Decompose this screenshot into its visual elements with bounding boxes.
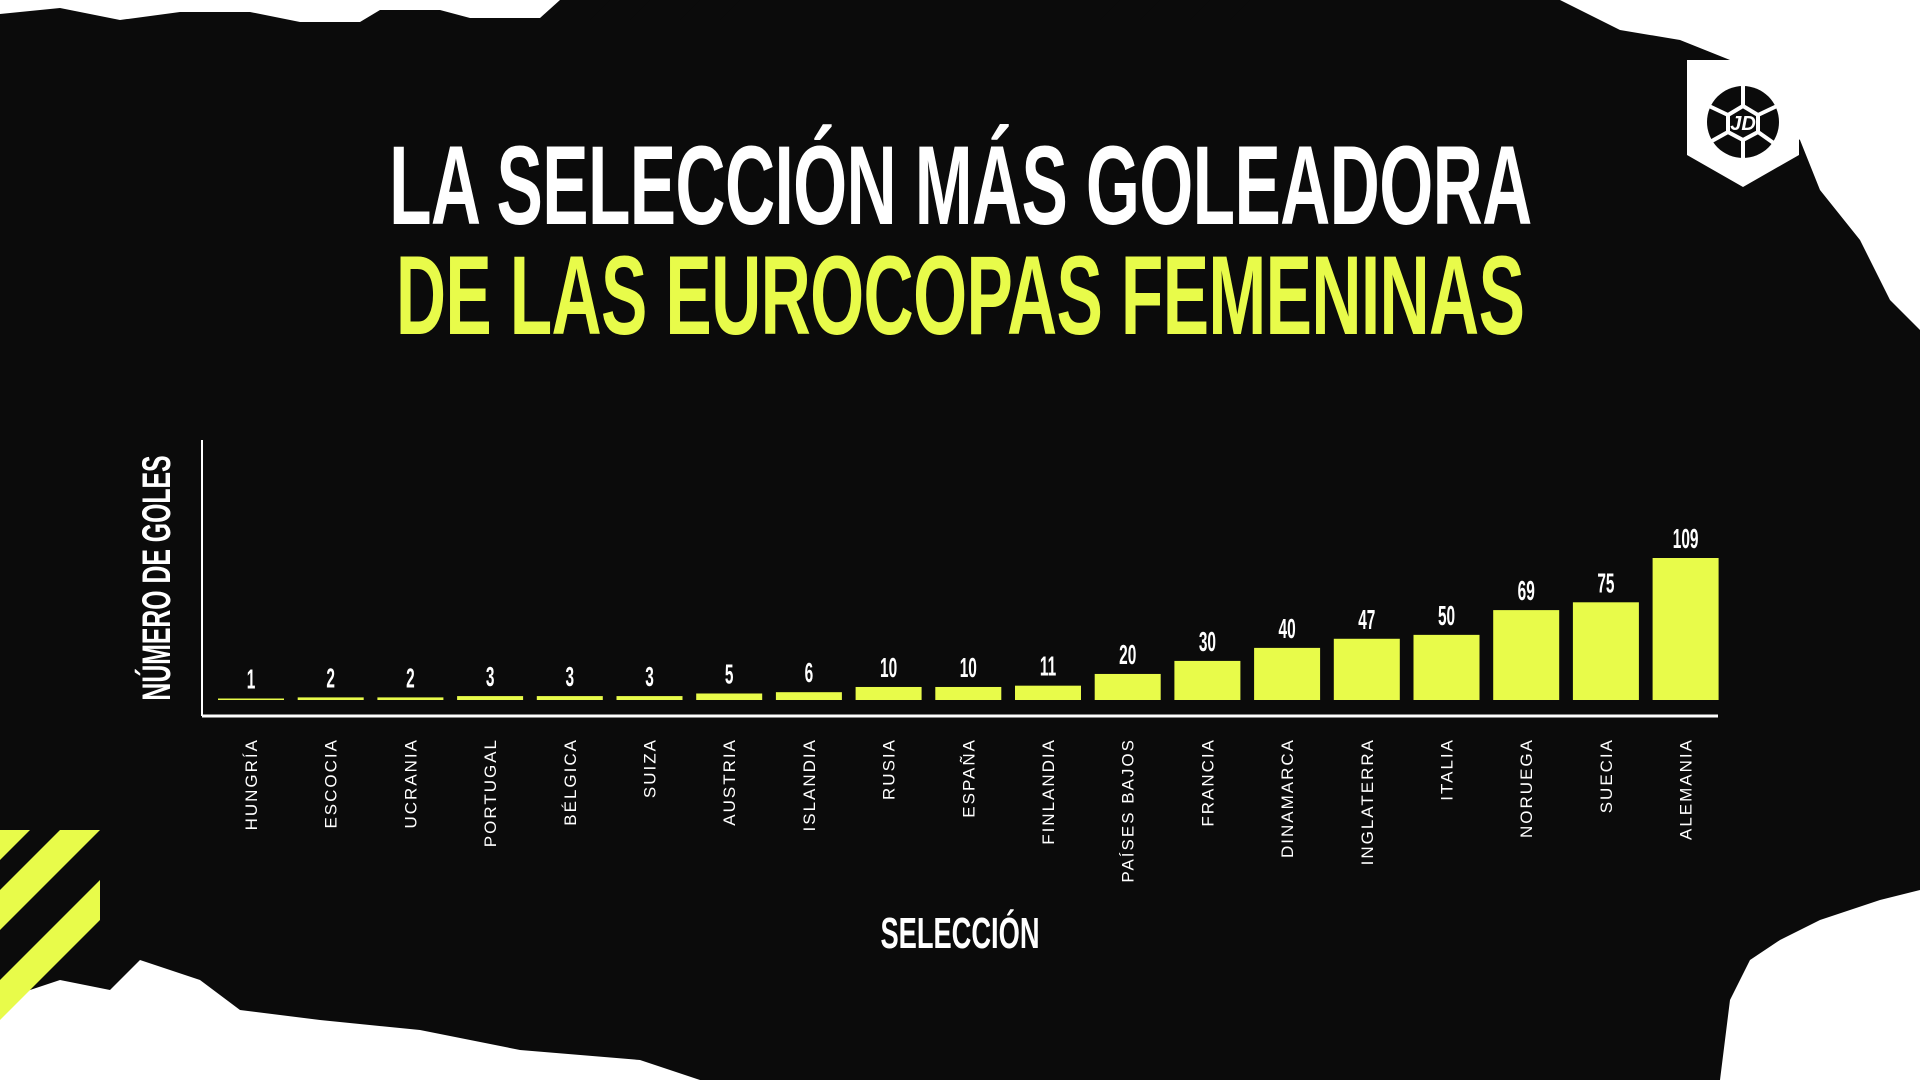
bar-7 [775, 692, 842, 700]
category-label: PORTUGAL [481, 738, 500, 847]
bar-13 [1254, 647, 1321, 700]
x-axis-label: SELECCIÓN [880, 907, 1039, 957]
category-label: UCRANIA [401, 738, 420, 829]
value-label: 3 [566, 661, 575, 692]
category-label: INGLATERRA [1358, 738, 1377, 865]
value-label: 3 [645, 661, 654, 692]
value-label: 6 [805, 657, 814, 688]
logo-text: JD [1730, 113, 1756, 135]
bar-3 [457, 696, 524, 700]
bar-10 [1015, 685, 1081, 700]
category-label: ALEMANIA [1677, 738, 1696, 840]
value-label: 69 [1518, 575, 1535, 606]
value-label: 11 [1040, 651, 1056, 682]
value-label: 10 [880, 652, 897, 683]
category-label: RUSIA [880, 738, 899, 800]
bar-11 [1094, 673, 1161, 700]
bar-4 [536, 696, 603, 700]
bar-6 [696, 693, 763, 700]
bar-16 [1493, 610, 1560, 700]
y-axis-label: NÚMERO DE GOLES [134, 455, 180, 700]
category-label: ESCOCIA [322, 738, 341, 829]
bar-0 [218, 698, 284, 700]
jd-logo: JD [1687, 60, 1799, 187]
category-label: ESPAÑA [959, 738, 978, 818]
bar-15 [1413, 634, 1480, 700]
category-label: DINAMARCA [1278, 738, 1297, 858]
bar-8 [855, 686, 922, 700]
bar-5 [616, 696, 683, 700]
category-label: NORUEGA [1517, 738, 1536, 838]
value-label: 75 [1597, 568, 1614, 599]
category-label: FRANCIA [1198, 738, 1217, 827]
title-line-1: LA SELECCIÓN MÁS GOLEADORA [388, 123, 1532, 248]
bar-1 [297, 697, 364, 700]
value-label: 3 [486, 661, 495, 692]
category-label: AUSTRIA [720, 738, 739, 826]
bar-14 [1333, 638, 1400, 700]
category-label: SUECIA [1597, 738, 1616, 813]
bar-9 [935, 686, 1002, 700]
bar-18 [1652, 558, 1719, 700]
value-label: 2 [326, 663, 335, 694]
title-line-2: DE LAS EUROCOPAS FEMENINAS [395, 233, 1525, 358]
value-label: 50 [1438, 600, 1455, 631]
bar-12 [1174, 660, 1241, 700]
value-label: 10 [960, 652, 977, 683]
category-label: ISLANDIA [800, 738, 819, 831]
bar-2 [377, 697, 444, 700]
category-label: PAÍSES BAJOS [1119, 738, 1138, 883]
value-label: 40 [1279, 613, 1296, 644]
value-label: 30 [1199, 626, 1216, 657]
category-label: SUIZA [641, 738, 660, 798]
category-label: BÉLGICA [561, 738, 580, 826]
value-label: 1 [247, 664, 256, 695]
value-label: 20 [1119, 639, 1136, 670]
category-label: FINLANDIA [1039, 738, 1058, 845]
bar-17 [1572, 602, 1639, 700]
category-label: ITALIA [1438, 738, 1457, 801]
value-label: 47 [1358, 604, 1375, 635]
value-label: 2 [406, 663, 415, 694]
category-label: HUNGRÍA [242, 738, 261, 830]
logo-shield-icon: JD [1687, 60, 1799, 187]
value-label: 109 [1673, 523, 1699, 554]
value-label: 5 [725, 659, 734, 690]
